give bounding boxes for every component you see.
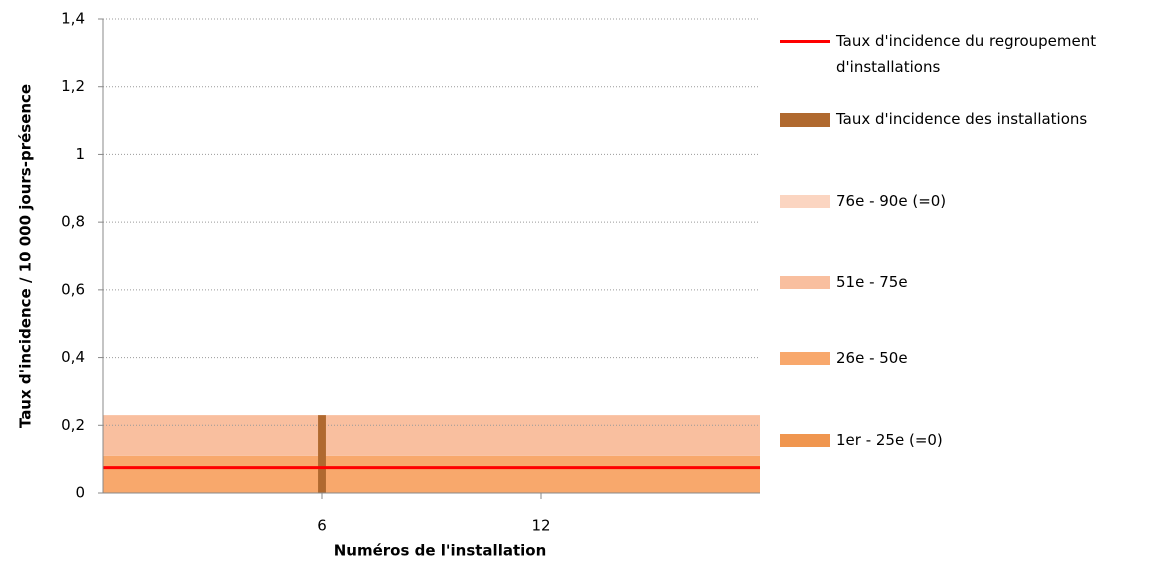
legend-label: 76e - 90e (=0) <box>836 192 947 210</box>
legend-swatch <box>780 40 830 43</box>
x-tick-label: 12 <box>531 517 550 535</box>
y-tick-label: 1,2 <box>61 77 85 95</box>
y-tick-label: 0,8 <box>61 213 85 231</box>
y-tick-label: 1,4 <box>61 10 85 28</box>
x-axis-title: Numéros de l'installation <box>334 542 547 560</box>
legend-label: 51e - 75e <box>836 273 908 291</box>
y-tick-label: 0,6 <box>61 280 85 298</box>
bar <box>318 415 326 493</box>
legend-swatch <box>780 434 830 447</box>
legend-swatch <box>780 276 830 289</box>
y-tick-label: 1 <box>75 145 85 163</box>
legend-label: 26e - 50e <box>836 349 908 367</box>
y-tick-label: 0,4 <box>61 348 85 366</box>
band <box>103 455 760 493</box>
y-axis-title: Taux d'incidence / 10 000 jours-présence <box>17 84 35 428</box>
series-layer <box>103 415 760 493</box>
y-tick-label: 0 <box>75 484 85 502</box>
legend-label: 1er - 25e (=0) <box>836 431 943 449</box>
legend-swatch <box>780 195 830 208</box>
band <box>103 415 760 456</box>
legend-label: Taux d'incidence des installations <box>836 110 1088 128</box>
legend-label: Taux d'incidence du regroupement d'insta… <box>836 32 1097 76</box>
legend-swatch <box>780 352 830 365</box>
y-tick-label: 0,2 <box>61 416 85 434</box>
x-tick-label: 6 <box>317 517 327 535</box>
legend-swatch <box>780 113 830 127</box>
